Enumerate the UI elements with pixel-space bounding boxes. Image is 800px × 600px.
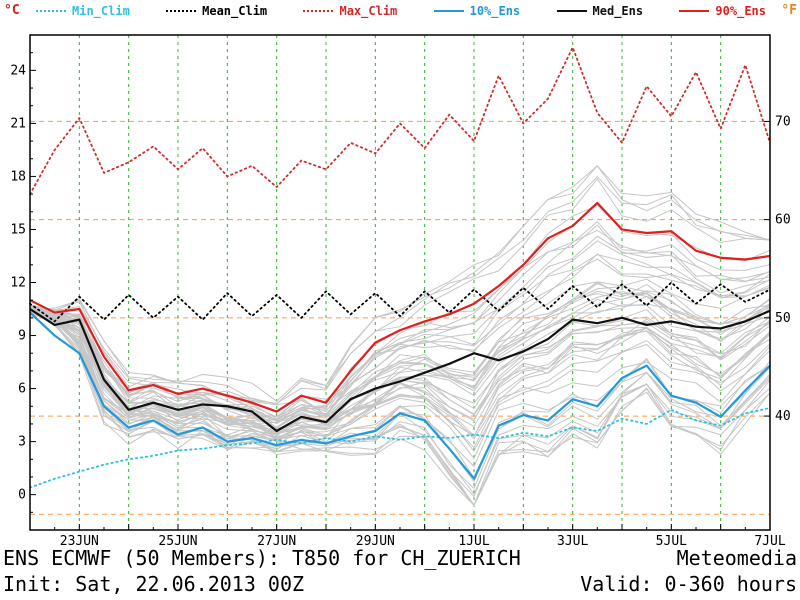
svg-text:1JUL: 1JUL (458, 534, 489, 549)
svg-text:21: 21 (10, 116, 26, 131)
legend-swatch-mean-clim (166, 10, 197, 12)
init-time: Init: Sat, 22.06.2013 00Z (3, 572, 305, 596)
footer-right: Meteomedia Valid: 0-360 hours (580, 545, 797, 597)
svg-text:27JUN: 27JUN (257, 534, 296, 549)
legend-label-max-clim: Max_Clim (339, 4, 398, 18)
unit-fahrenheit-label: °F (781, 3, 797, 18)
legend-swatch-med-ens (556, 10, 587, 12)
legend-item-med-ens: Med_Ens (556, 4, 644, 18)
footer-left: ENS ECMWF (50 Members): T850 for CH_ZUER… (3, 545, 521, 597)
valid-range: Valid: 0-360 hours (580, 572, 797, 596)
brand-label: Meteomedia (676, 546, 797, 570)
legend-item-mean-clim: Mean_Clim (166, 4, 267, 18)
svg-text:6: 6 (18, 382, 26, 397)
legend-item-max-clim: Max_Clim (303, 4, 397, 18)
svg-text:0: 0 (18, 488, 26, 503)
legend-label-med-ens: Med_Ens (592, 4, 644, 18)
chart-legend: Min_Clim Mean_Clim Max_Clim 10%_Ens Med_Ens 9… (36, 4, 766, 18)
svg-text:3JUL: 3JUL (557, 534, 588, 549)
legend-swatch-min-clim (36, 10, 66, 12)
svg-text:23JUN: 23JUN (60, 534, 99, 549)
svg-text:15: 15 (10, 222, 26, 237)
svg-text:18: 18 (10, 169, 26, 184)
svg-text:40: 40 (775, 409, 791, 424)
legend-label-10-ens: 10%_Ens (469, 4, 521, 18)
svg-text:50: 50 (775, 311, 791, 326)
svg-text:60: 60 (775, 213, 791, 228)
chart-footer: ENS ECMWF (50 Members): T850 for CH_ZUER… (3, 545, 797, 597)
legend-item-90-ens: 90%_Ens (679, 4, 766, 18)
svg-text:25JUN: 25JUN (158, 534, 197, 549)
svg-text:70: 70 (775, 114, 791, 129)
unit-celsius-label: °C (4, 3, 20, 18)
svg-text:3: 3 (18, 435, 26, 450)
legend-swatch-10-ens (433, 10, 464, 12)
legend-swatch-90-ens (679, 10, 710, 12)
svg-text:29JUN: 29JUN (356, 534, 395, 549)
legend-label-90-ens: 90%_Ens (715, 4, 766, 18)
legend-swatch-max-clim (303, 10, 334, 12)
chart-title: ENS ECMWF (50 Members): T850 for CH_ZUER… (3, 546, 521, 570)
svg-text:7JUL: 7JUL (754, 534, 785, 549)
svg-text:5JUL: 5JUL (656, 534, 687, 549)
legend-label-mean-clim: Mean_Clim (202, 4, 268, 18)
legend-item-10-ens: 10%_Ens (433, 4, 521, 18)
svg-text:12: 12 (10, 276, 26, 291)
legend-item-min-clim: Min_Clim (36, 4, 130, 18)
legend-label-min-clim: Min_Clim (72, 4, 130, 18)
svg-text:24: 24 (10, 63, 26, 78)
svg-text:9: 9 (18, 329, 26, 344)
